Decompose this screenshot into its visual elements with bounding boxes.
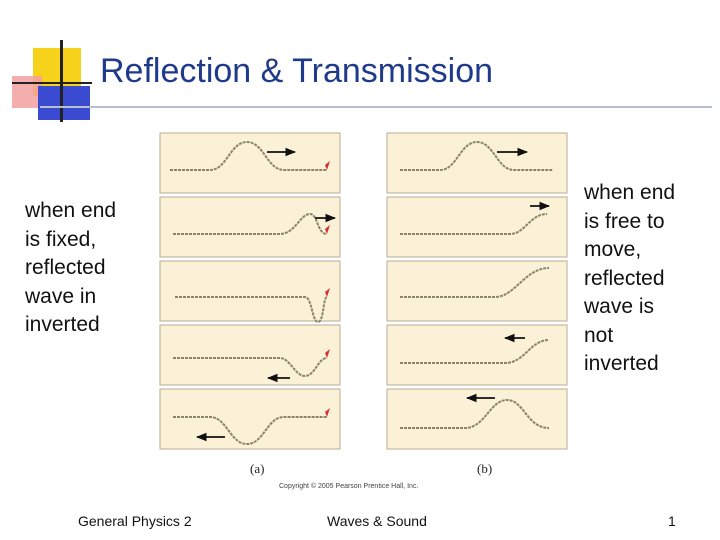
- fixed-end-marker: [325, 225, 330, 234]
- panel-a2: [159, 196, 341, 258]
- panel-b2: [386, 196, 568, 258]
- logo-horizontal-line: [12, 82, 92, 84]
- label-a: (a): [250, 461, 264, 476]
- panel-a5: [159, 388, 341, 450]
- wave-reflection-diagram: (a) (b) Copyright © 2005 Pearson Prentic…: [159, 132, 568, 490]
- column-fixed-end: [159, 132, 341, 450]
- panel-b5: [386, 388, 568, 450]
- fixed-end-marker: [325, 408, 330, 417]
- footer-course: General Physics 2: [78, 513, 192, 529]
- panel-b4: [386, 324, 568, 386]
- column-free-end: [386, 132, 568, 450]
- fixed-end-caption: when end is fixed, reflected wave in inv…: [25, 199, 117, 336]
- label-b: (b): [477, 461, 492, 476]
- fixed-end-marker: [325, 288, 330, 297]
- footer-topic: Waves & Sound: [327, 513, 427, 529]
- logo-vertical-line: [60, 40, 63, 122]
- logo-red-block: [12, 76, 42, 108]
- panel-a1: [159, 132, 341, 194]
- title-divider: [40, 106, 712, 108]
- fixed-end-marker: [325, 161, 330, 170]
- footer-page-number: 1: [668, 513, 676, 529]
- panel-b3: [386, 260, 568, 322]
- copyright-text: Copyright © 2005 Pearson Prentice Hall, …: [279, 482, 418, 490]
- panel-a4: [159, 324, 341, 386]
- panel-b1: [386, 132, 568, 194]
- free-end-caption: when end is free to move, reflected wave…: [584, 181, 676, 375]
- page-title: Reflection & Transmission: [100, 52, 494, 90]
- logo-blue-block: [38, 86, 90, 120]
- fixed-end-marker: [325, 349, 330, 358]
- panel-a3: [159, 260, 341, 324]
